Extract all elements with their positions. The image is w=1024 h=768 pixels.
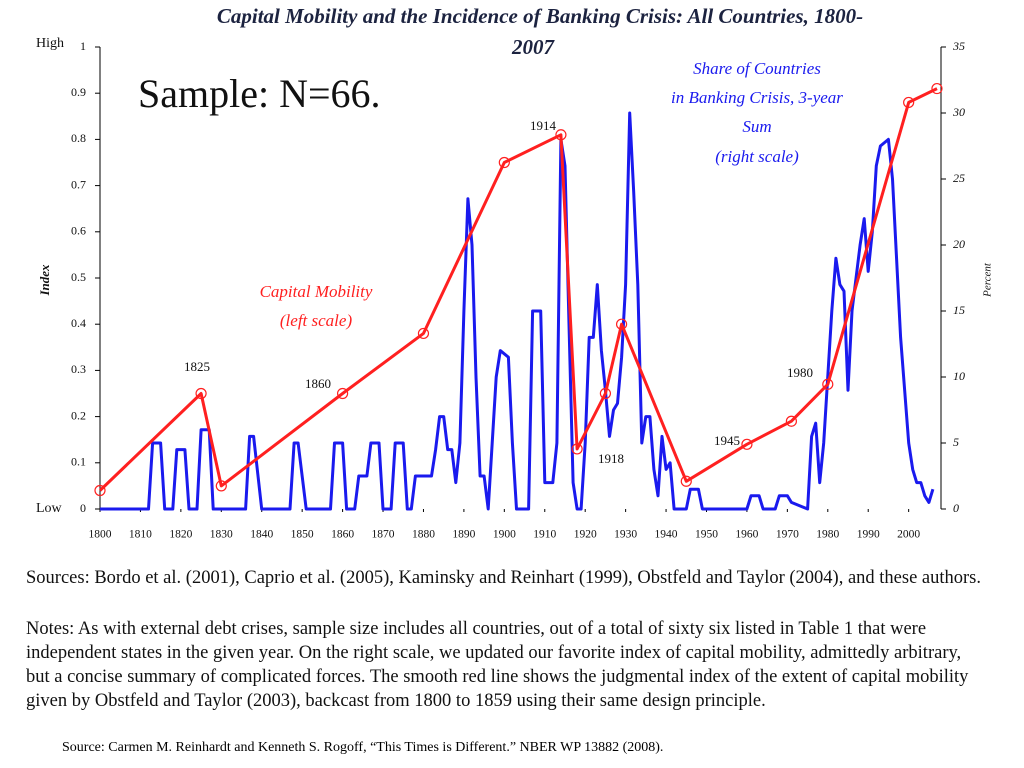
y2-axis-label: Percent xyxy=(982,262,994,298)
x-tick-label: 1810 xyxy=(129,529,152,541)
y-tick-label: 0.1 xyxy=(71,455,86,469)
point-marker xyxy=(615,318,628,330)
series-label: (left scale) xyxy=(280,311,353,330)
annotation: 1914 xyxy=(530,118,557,133)
point-marker xyxy=(931,82,943,95)
chart: Capital Mobility and the Incidence of Ba… xyxy=(36,4,994,541)
annotation: 1945 xyxy=(714,433,740,448)
annotation: 1980 xyxy=(787,365,813,380)
point-marker xyxy=(195,387,207,400)
y-tick-label: 0.6 xyxy=(71,224,86,238)
x-tick-label: 1920 xyxy=(574,529,597,541)
x-tick-label: 1880 xyxy=(412,529,435,541)
footer: Source: Carmen M. Reinhardt and Kenneth … xyxy=(62,740,664,755)
y2-tick-label: 0 xyxy=(953,501,959,515)
point-marker xyxy=(903,96,915,109)
x-tick-label: 1950 xyxy=(695,529,718,541)
subtitle: Sample: N=66. xyxy=(138,71,381,116)
x-tick-label: 1910 xyxy=(533,529,556,541)
point-marker xyxy=(215,480,227,492)
y-tick-label: 1 xyxy=(80,39,86,53)
chart-title: Capital Mobility and the Incidence of Ba… xyxy=(217,4,863,28)
y2-tick-label: 20 xyxy=(953,237,965,251)
x-tick-label: 1990 xyxy=(857,529,880,541)
y2-tick-label: 30 xyxy=(952,105,965,119)
y-tick-label: 0.3 xyxy=(71,362,86,376)
x-tick-label: 1940 xyxy=(655,529,678,541)
series-line xyxy=(100,111,935,511)
x-tick-label: 1800 xyxy=(89,529,112,541)
y-tick-label: 0.2 xyxy=(71,408,86,422)
y-high-label: High xyxy=(36,36,64,51)
y-tick-label: 0.4 xyxy=(71,316,86,330)
point-marker xyxy=(680,475,692,487)
point-marker xyxy=(785,415,797,427)
y-axis-label: Index xyxy=(37,264,52,297)
annotation: 1918 xyxy=(598,451,624,466)
x-tick-label: 2000 xyxy=(897,529,920,541)
x-tick-label: 1900 xyxy=(493,529,516,541)
y2-tick-label: 25 xyxy=(953,171,965,185)
point-marker xyxy=(555,129,567,141)
annotation: 1860 xyxy=(305,376,331,391)
x-tick-label: 1870 xyxy=(372,529,395,541)
point-marker xyxy=(741,438,753,450)
x-tick-label: 1820 xyxy=(169,529,192,541)
point-marker xyxy=(822,378,834,390)
series-label: Share of Countries xyxy=(693,59,821,78)
y2-tick-label: 15 xyxy=(953,303,965,317)
y-tick-label: 0 xyxy=(80,501,86,515)
x-tick-label: 1930 xyxy=(614,529,637,541)
y-tick-label: 0.7 xyxy=(71,177,86,191)
x-tick-label: 1960 xyxy=(735,529,758,541)
chart-title: 2007 xyxy=(511,35,556,59)
point-marker xyxy=(417,327,430,340)
point-marker xyxy=(94,484,106,497)
x-tick-label: 1970 xyxy=(776,529,799,541)
point-marker xyxy=(336,387,349,400)
y-tick-label: 0.8 xyxy=(71,131,86,145)
y2-tick-label: 10 xyxy=(953,369,965,383)
annotation: 1825 xyxy=(184,359,210,374)
x-tick-label: 1890 xyxy=(452,529,475,541)
point-marker xyxy=(498,156,510,169)
series-line xyxy=(98,87,938,492)
y-low-label: Low xyxy=(36,501,63,516)
y2-tick-label: 35 xyxy=(952,39,965,53)
x-tick-label: 1980 xyxy=(816,529,839,541)
point-marker xyxy=(599,387,612,400)
x-tick-label: 1840 xyxy=(250,529,273,541)
x-tick-label: 1850 xyxy=(291,529,314,541)
x-tick-label: 1860 xyxy=(331,529,354,541)
point-marker xyxy=(571,443,583,455)
y-tick-label: 0.9 xyxy=(71,85,86,99)
series-label: (right scale) xyxy=(715,147,799,166)
notes: Notes: As with external debt crises, sam… xyxy=(26,619,969,711)
y-tick-label: 0.5 xyxy=(71,270,86,284)
x-tick-label: 1830 xyxy=(210,529,233,541)
sources: Sources: Bordo et al. (2001), Caprio et … xyxy=(26,568,982,588)
series-label: Capital Mobility xyxy=(260,282,373,301)
y2-tick-label: 5 xyxy=(953,435,959,449)
series-label: in Banking Crisis, 3-year xyxy=(671,88,843,107)
series-label: Sum xyxy=(742,117,771,136)
